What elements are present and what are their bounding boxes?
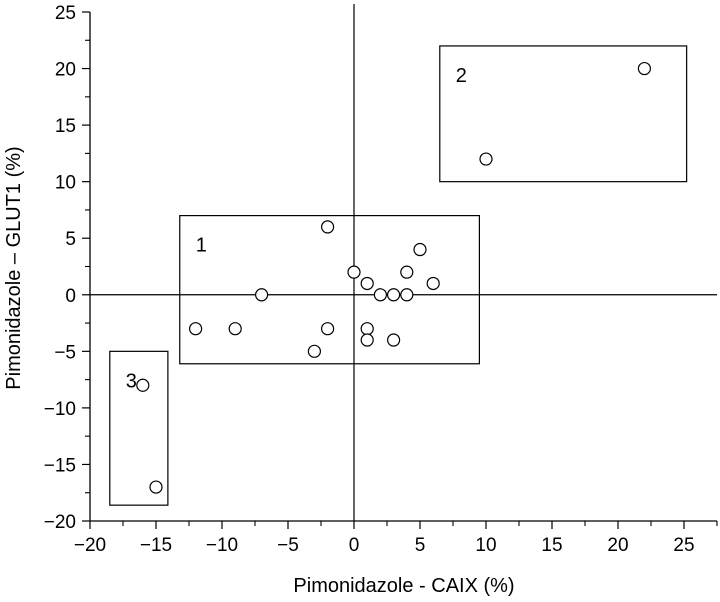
- x-tick-label: 5: [415, 535, 426, 556]
- y-tick-label: 25: [55, 3, 76, 24]
- group-label-1: 1: [196, 235, 207, 257]
- data-point: [400, 288, 414, 302]
- x-tick-label: 20: [607, 535, 628, 556]
- axes: −20 −15 −10 −5 0 5 10 15 20 25 −20 −15 −10 −5 0 5 10 15 20…: [44, 3, 718, 556]
- y-tick-label: 5: [65, 229, 76, 250]
- y-axis-title: Pimonidazole – GLUT1 (%): [3, 146, 25, 389]
- y-tick-label: 20: [55, 60, 76, 81]
- x-tick-label: 10: [475, 535, 496, 556]
- data-point: [307, 344, 321, 358]
- y-tick-label: −5: [54, 342, 76, 363]
- data-point: [387, 288, 401, 302]
- data-point: [255, 288, 269, 302]
- data-point: [360, 322, 374, 336]
- data-point: [136, 378, 150, 392]
- data-point: [426, 276, 440, 291]
- group-boxes: 1 2 3: [109, 45, 688, 506]
- data-point: [321, 220, 335, 234]
- data-point: [387, 333, 401, 347]
- y-tick-label: −10: [44, 399, 76, 420]
- x-tick-label: 15: [541, 535, 562, 556]
- data-point: [347, 265, 361, 279]
- data-point: [149, 480, 163, 494]
- data-point: [228, 322, 242, 336]
- data-point: [360, 333, 374, 347]
- data-point: [400, 265, 414, 279]
- group-label-2: 2: [456, 65, 467, 87]
- x-tick-label: −20: [74, 535, 106, 556]
- data-point: [637, 61, 652, 76]
- y-tick-label: −20: [44, 512, 76, 533]
- data-point: [479, 152, 493, 166]
- x-tick-label: −10: [206, 535, 238, 556]
- data-points: [136, 61, 652, 494]
- group-box-1: [179, 215, 481, 365]
- x-tick-label: −15: [140, 535, 172, 556]
- data-point: [360, 276, 374, 291]
- y-tick-label: −15: [44, 455, 76, 476]
- group-box-2: [439, 45, 688, 183]
- group-box-3: [109, 350, 169, 506]
- data-point: [413, 242, 427, 257]
- x-tick-label: 25: [673, 535, 694, 556]
- group-label-3: 3: [126, 370, 137, 392]
- y-tick-label: 10: [55, 173, 76, 194]
- data-point: [373, 288, 387, 302]
- x-tick-label: −5: [277, 535, 299, 556]
- x-axis-title: Pimonidazole - CAIX (%): [293, 575, 514, 597]
- x-tick-label: 0: [349, 535, 360, 556]
- y-tick-label: 15: [55, 116, 76, 137]
- data-point: [189, 322, 203, 336]
- y-tick-label: 0: [65, 286, 76, 307]
- data-point: [321, 322, 335, 336]
- zero-lines: [90, 4, 717, 521]
